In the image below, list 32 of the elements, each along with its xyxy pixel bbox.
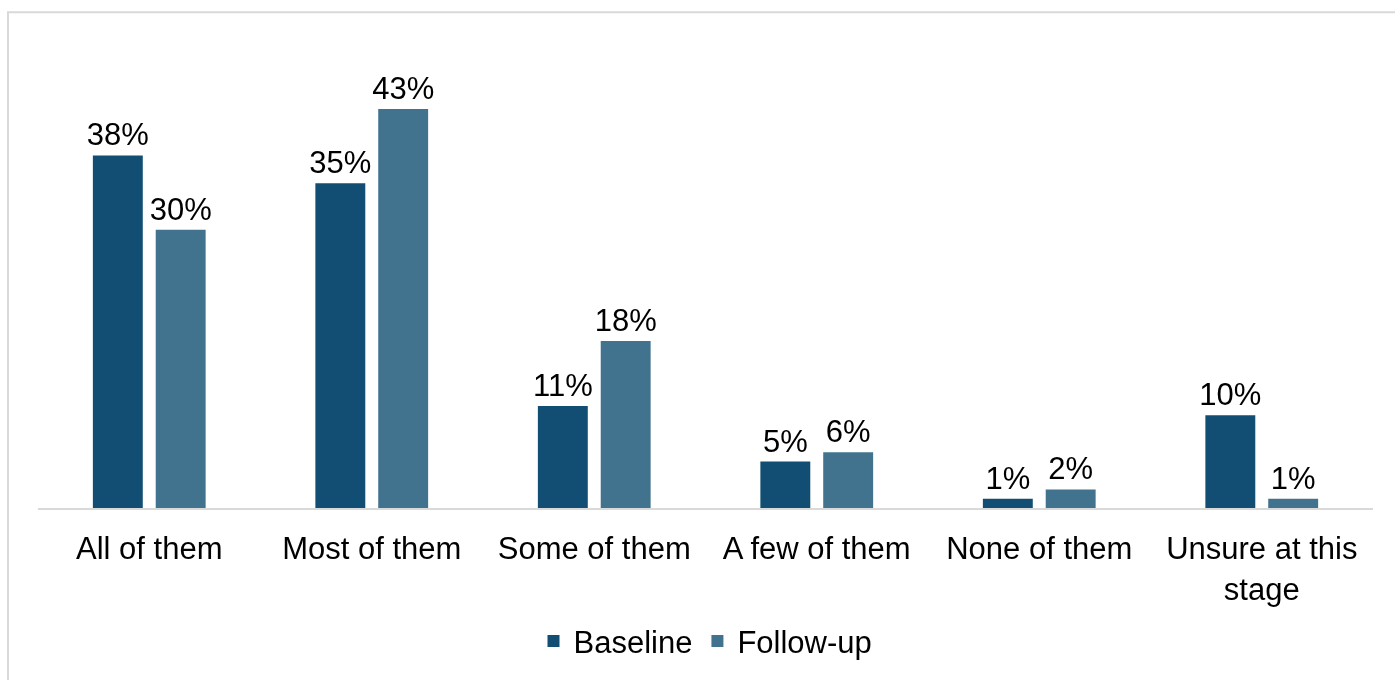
bar: [600, 340, 651, 508]
bar: [92, 155, 143, 508]
data-label: 18%: [594, 302, 657, 338]
bar: [155, 229, 206, 508]
data-label: 11%: [532, 367, 593, 403]
bar: [982, 498, 1033, 508]
data-label: 35%: [309, 145, 372, 181]
data-label: 38%: [86, 117, 149, 153]
legend-label: Baseline: [573, 625, 693, 661]
bar: [760, 461, 811, 508]
data-label: 1%: [1270, 460, 1316, 496]
data-label: 2%: [1048, 451, 1094, 487]
x-tick-label: None of them: [946, 531, 1133, 567]
bar: [378, 109, 429, 508]
x-tick-label: Some of them: [497, 531, 691, 567]
legend-label: Follow-up: [737, 625, 872, 661]
bar: [1268, 498, 1319, 508]
data-label: 5%: [762, 423, 808, 459]
x-tick-label: Most of them: [282, 531, 462, 567]
bar: [823, 452, 874, 508]
data-label: 6%: [825, 414, 871, 450]
x-tick-label: A few of them: [722, 531, 911, 567]
bar: [1045, 489, 1096, 508]
x-tick-label: All of them: [76, 531, 223, 567]
data-label: 43%: [372, 71, 435, 106]
data-label: 30%: [149, 191, 212, 227]
bar: [537, 405, 588, 508]
x-tick-label: Unsure at this stage: [1166, 531, 1358, 607]
bar: [1205, 415, 1256, 508]
data-label: 1%: [985, 460, 1031, 496]
data-label: 10%: [1199, 377, 1262, 413]
bar: [315, 183, 366, 508]
